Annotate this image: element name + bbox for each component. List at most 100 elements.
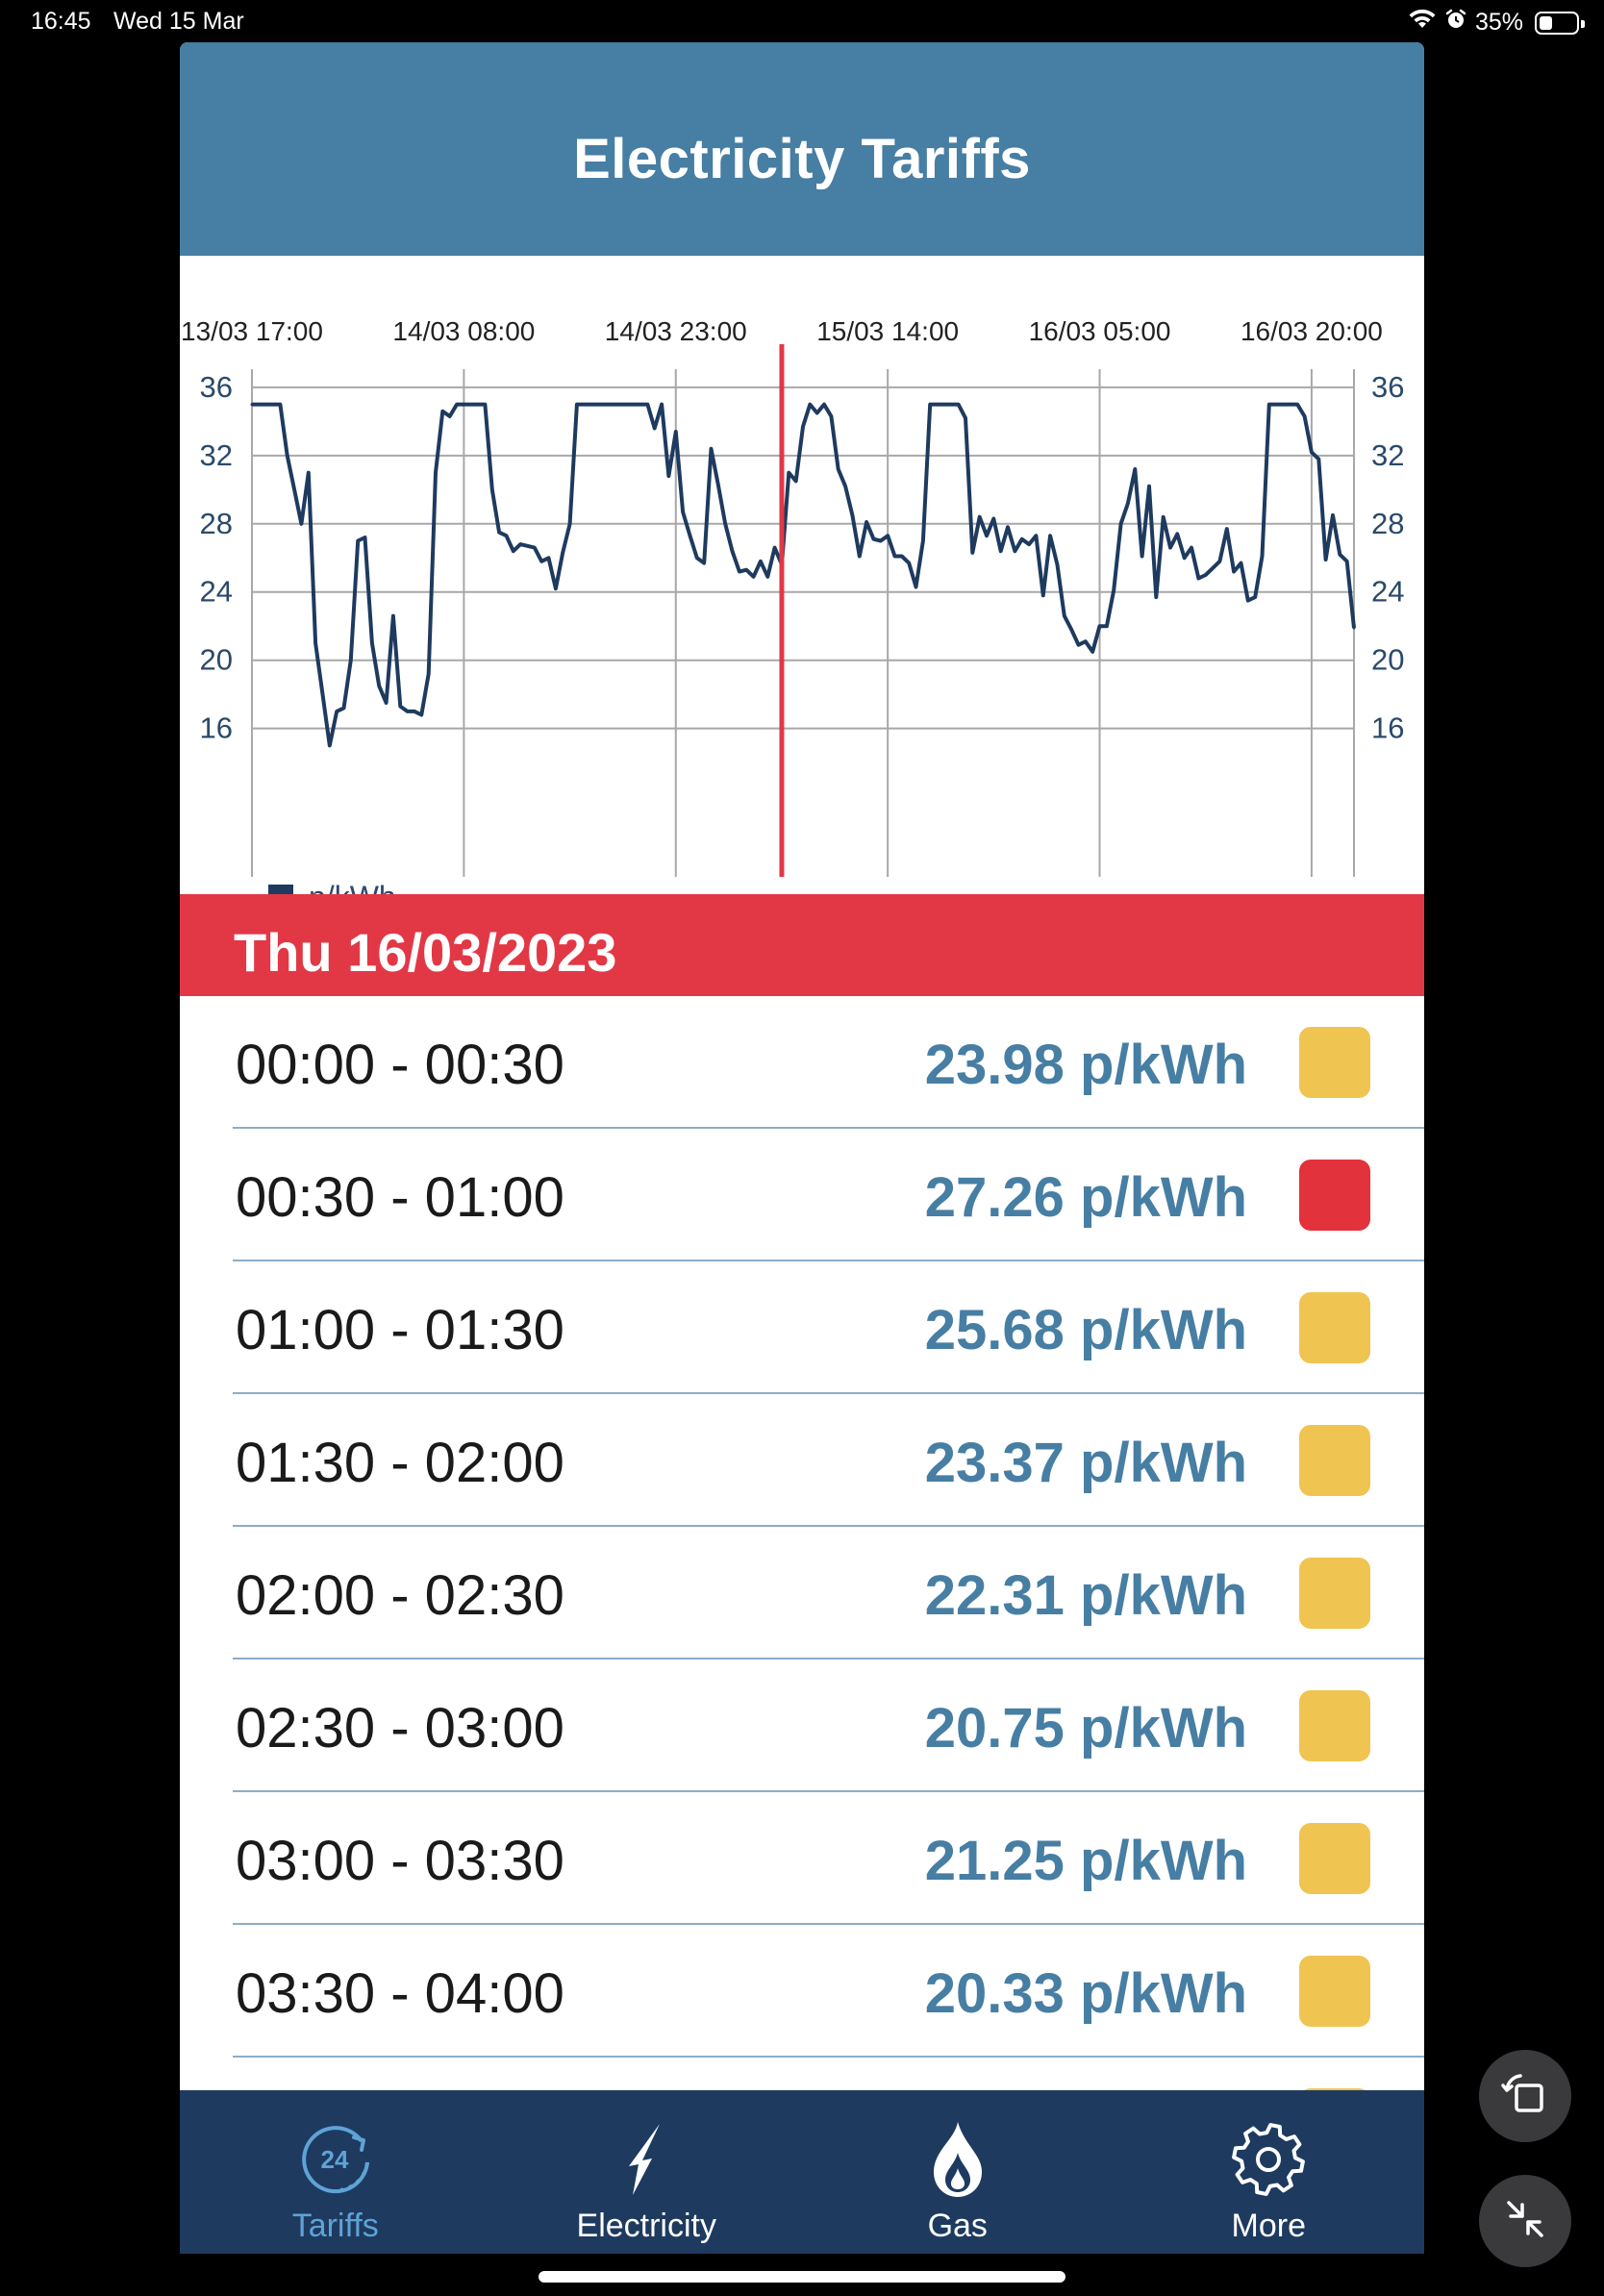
home-indicator[interactable] [539,2271,1065,2283]
price-level-indicator [1299,1823,1370,1894]
data-point [1225,527,1229,531]
data-point [1006,525,1010,529]
data-point [342,706,345,710]
tariff-row[interactable]: 01:30 - 02:00 23.37 p/kWh [180,1394,1424,1527]
tab-gas[interactable]: Gas [802,2090,1114,2254]
tariff-row[interactable]: 01:00 - 01:30 25.68 p/kWh [180,1261,1424,1394]
tariff-list[interactable]: 00:00 - 00:30 23.98 p/kWh 00:30 - 01:00 27.… [180,996,1424,2090]
price-level-indicator [1299,1956,1370,2027]
x-tick-label: 16/03 05:00 [1029,316,1171,346]
slot-price: 23.37 p/kWh [924,1432,1247,1494]
data-point [765,575,769,579]
status-time: 16:45 [31,8,91,35]
data-point [1274,403,1278,407]
minimize-button[interactable] [1479,2175,1571,2267]
data-point [370,641,374,645]
tariff-row[interactable]: 03:30 - 04:00 20.33 p/kWh [180,1925,1424,2058]
battery-nub [1581,19,1585,28]
y-tick-label-left: 20 [200,643,233,677]
rotate-icon [1499,2068,1551,2125]
slot-time: 03:30 - 04:00 [236,1962,564,2025]
data-point [483,403,487,407]
data-point [808,403,812,407]
data-point [829,414,833,418]
data-point [1133,467,1137,471]
data-point [681,510,685,513]
data-point [307,471,311,475]
data-point [419,713,423,716]
slot-price: 20.75 p/kWh [924,1697,1247,1759]
tab-tariffs[interactable]: 24 Tariffs [180,2090,491,2254]
data-point [490,487,494,491]
data-point [731,549,734,553]
slot-price: 27.26 p/kWh [924,1166,1247,1229]
tariff-row[interactable]: 00:30 - 01:00 27.26 p/kWh [180,1129,1424,1261]
data-point [639,403,642,407]
data-point [518,542,522,546]
data-point [1013,549,1016,553]
data-point [278,403,282,407]
data-point [759,560,763,563]
data-point [949,403,953,407]
data-point [815,412,819,414]
data-point [385,701,388,705]
data-point [1112,588,1115,592]
data-point [455,403,459,407]
tariff-row[interactable]: 03:00 - 03:30 21.25 p/kWh [180,1792,1424,1925]
price-chart[interactable]: 36 36 32 32 28 28 24 24 20 20 16 16 13/03 17:00 14/03… [180,256,1424,894]
tariff-row[interactable]: 02:30 - 03:00 20.75 p/kWh [180,1660,1424,1792]
data-point [1162,515,1165,519]
data-point [1211,566,1215,570]
x-tick-label: 15/03 14:00 [816,316,959,346]
data-point [858,555,862,558]
status-date: Wed 15 Mar [113,8,244,35]
wifi-icon [1408,8,1437,37]
data-point [689,534,691,537]
data-point [695,556,699,560]
data-point [539,560,543,563]
data-point [611,403,614,407]
data-point [1027,542,1031,546]
x-tick-label: 14/03 08:00 [392,316,535,346]
battery-level [1540,15,1552,30]
rotate-button[interactable] [1479,2050,1571,2142]
row-divider [233,1392,1424,1394]
data-point [271,403,275,407]
data-point [1246,599,1250,603]
data-point [427,672,431,676]
data-point [391,614,395,618]
data-point [1352,626,1356,630]
data-point [787,471,790,475]
data-point [257,403,261,407]
data-point [936,403,940,407]
data-point [596,403,600,407]
svg-text:24: 24 [320,2145,348,2174]
tab-more[interactable]: More [1114,2090,1425,2254]
tariff-row[interactable]: 02:00 - 02:30 22.31 p/kWh [180,1527,1424,1660]
tariff-row[interactable] [180,2058,1424,2090]
data-point [702,562,706,565]
data-point [1090,650,1094,654]
tab-gas-label: Gas [927,2208,988,2244]
row-divider [233,1260,1424,1261]
data-point [469,403,473,407]
data-point [349,659,353,662]
data-point [1175,532,1179,536]
date-banner: Thu 16/03/2023 [180,894,1424,996]
data-point [674,430,678,434]
data-point [328,743,332,747]
tariff-row[interactable]: 00:00 - 00:30 23.98 p/kWh [180,996,1424,1129]
status-bar: 16:45 Wed 15 Mar 35% [0,0,1604,42]
tab-electricity[interactable]: Electricity [491,2090,803,2254]
data-point [710,447,713,451]
price-level-indicator [1299,1690,1370,1761]
price-level-indicator [1299,1425,1370,1496]
data-point [1048,534,1052,537]
data-point [837,467,840,471]
data-point [991,517,995,520]
clock-24-icon: 24 [289,2113,382,2206]
row-divider [233,2056,1424,2058]
x-tick-label: 14/03 23:00 [605,316,747,346]
y-tick-label-left: 28 [200,507,233,540]
data-point [1168,546,1172,550]
